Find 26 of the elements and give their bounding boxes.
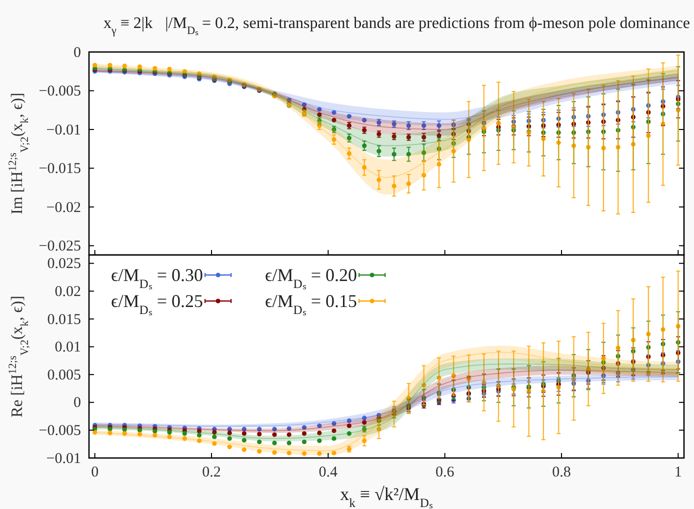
chart-title: x$_{γ}$ ≡ 2|k⃗|/M$_{Dₛ}$ = 0.2, semi-transparent bands are predictions from ϕ-meson pole dominance	[103, 15, 690, 37]
legend-label: ϵ/M$_{Dₛ}$ = 0.15	[265, 291, 358, 317]
y-tick-label: 0.01	[54, 340, 81, 356]
y-tick-label: 0.015	[47, 312, 81, 328]
y-tick-label: 0	[74, 395, 81, 412]
legend-label: ϵ/M$_{Dₛ}$ = 0.20	[265, 265, 358, 291]
legend-label: ϵ/M$_{Dₛ}$ = 0.25	[111, 291, 204, 317]
legend-label: ϵ/M$_{Dₛ}$ = 0.30	[111, 265, 204, 291]
x-tick-label: 0.8	[552, 464, 571, 481]
y-tick-label: −0.025	[38, 238, 81, 254]
y-tick-label: 0	[74, 44, 81, 61]
y-tick-label: −0.005	[38, 422, 81, 439]
y-tick-label: −0.01	[46, 122, 81, 138]
x-tick-label: 0.6	[435, 464, 455, 481]
y-tick-label: −0.005	[38, 84, 81, 100]
y-tick-label: 0.02	[54, 284, 81, 300]
y-tick-label: −0.02	[46, 200, 81, 216]
y-tick-label: 0.005	[47, 367, 81, 384]
x-tick-label: 0.2	[202, 464, 221, 481]
y-tick-label: 0.025	[47, 256, 81, 272]
x-axis-title: x$_{k}$ ≡ √k²/M$_{Dₛ}$	[340, 484, 433, 509]
y-tick-label: −0.01	[46, 450, 81, 467]
x-tick-label: 1	[674, 464, 682, 481]
y-tick-label: −0.015	[38, 161, 81, 178]
x-tick-label: 0.4	[318, 464, 338, 481]
x-tick-label: 0	[91, 464, 99, 481]
